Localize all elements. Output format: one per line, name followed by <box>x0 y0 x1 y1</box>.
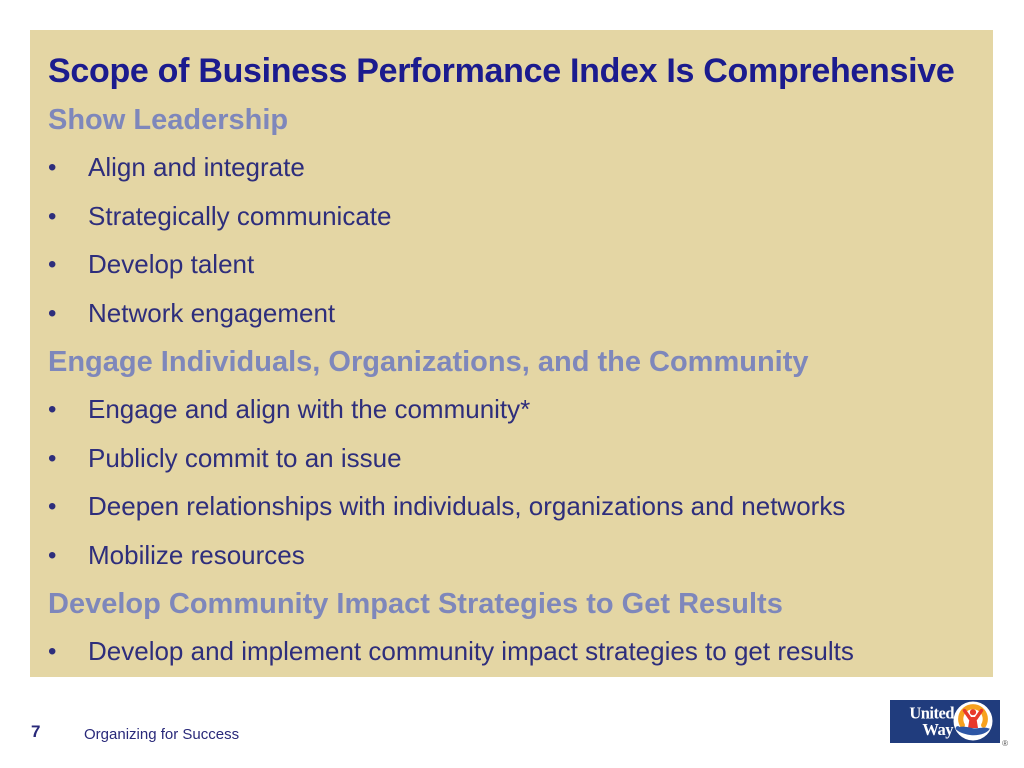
slide-title: Scope of Business Performance Index Is C… <box>48 52 955 90</box>
bullet-text: Mobilize resources <box>88 539 305 570</box>
slide-body: Show Leadership • Align and integrate • … <box>30 102 993 683</box>
bullet-icon: • <box>48 541 57 569</box>
bullet-text: Strategically communicate <box>88 200 392 231</box>
bullet-text: Deepen relationships with individuals, o… <box>88 491 846 522</box>
footer-deck-title: Organizing for Success <box>84 726 240 743</box>
slide-content-panel: Scope of Business Performance Index Is C… <box>30 30 993 677</box>
united-way-logo: United Way ® <box>890 700 1008 748</box>
united-way-logo-graphic: United Way <box>890 700 1000 743</box>
bullet-icon: • <box>48 493 57 521</box>
bullet-icon: • <box>48 202 57 230</box>
bullet-item: • Engage and align with the community* <box>30 392 993 440</box>
bullet-item: • Deepen relationships with individuals,… <box>30 489 993 537</box>
logo-person-arms-icon <box>962 708 984 721</box>
section-heading-engage: Engage Individuals, Organizations, and t… <box>48 345 809 378</box>
page-number: 7 <box>31 722 41 741</box>
bullet-icon: • <box>48 251 57 279</box>
logo-text-way: Way <box>922 720 954 739</box>
logo-hand-icon <box>955 726 990 736</box>
bullet-item: • Network engagement <box>30 296 993 344</box>
bullet-item: • Align and integrate <box>30 150 993 198</box>
bullet-icon: • <box>48 154 57 182</box>
bullet-text: Network engagement <box>88 297 336 328</box>
section-heading-show-leadership: Show Leadership <box>48 104 289 136</box>
bullet-icon: • <box>48 299 57 327</box>
bullet-item: • Develop talent <box>30 247 993 295</box>
bullet-icon: • <box>48 638 57 666</box>
bullet-text: Engage and align with the community* <box>88 394 531 425</box>
registered-trademark: ® <box>1002 739 1008 748</box>
bullet-item: • Strategically communicate <box>30 199 993 247</box>
bullet-item: • Develop and implement community impact… <box>30 634 993 682</box>
section-heading-develop-strategies: Develop Community Impact Strategies to G… <box>48 587 783 620</box>
logo-person-head-icon <box>969 709 977 716</box>
bullet-text: Develop talent <box>88 249 255 280</box>
logo-rainbow-arc-icon <box>958 704 988 728</box>
bullet-text: Develop and implement community impact s… <box>88 636 854 667</box>
bullet-text: Align and integrate <box>88 152 305 183</box>
bullet-icon: • <box>48 444 57 472</box>
bullet-item: • Publicly commit to an issue <box>30 441 993 489</box>
bullet-text: Publicly commit to an issue <box>88 442 402 473</box>
logo-text-united: United <box>909 704 954 723</box>
bullet-icon: • <box>48 396 57 424</box>
bullet-item: • Mobilize resources <box>30 538 993 586</box>
